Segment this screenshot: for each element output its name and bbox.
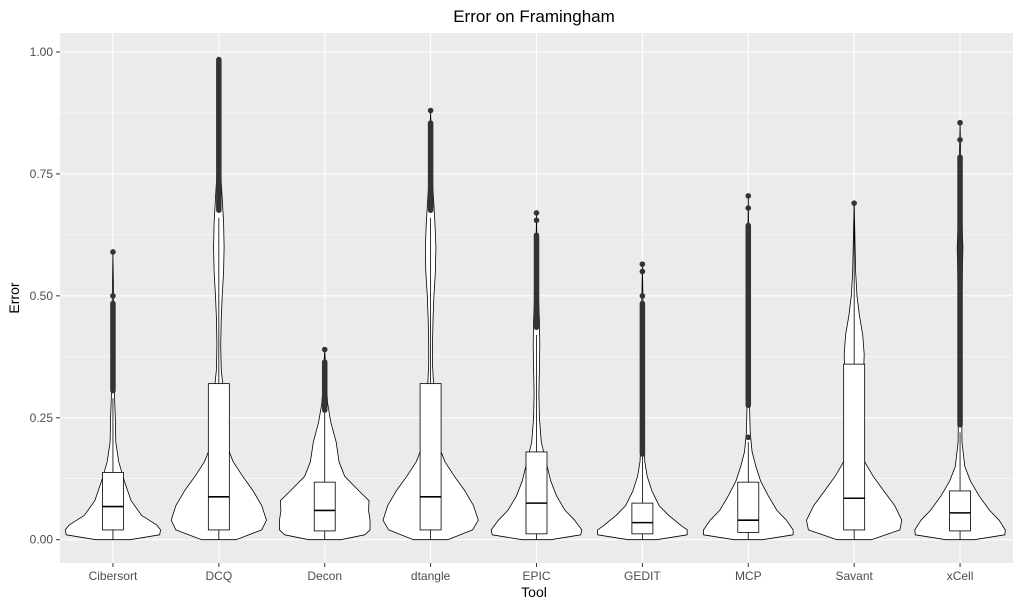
x-tick-label: GEDIT: [624, 569, 661, 583]
y-axis: 0.00 0.25 0.50 0.75 1.00: [30, 45, 60, 547]
chart-title: Error on Framingham: [453, 7, 615, 26]
outlier-point: [110, 249, 116, 255]
x-tick-label: MCP: [735, 569, 762, 583]
boxplots: [102, 203, 971, 540]
box-gedit: [631, 502, 654, 535]
violin-cibersort: [64, 251, 161, 541]
outlier-cluster: [639, 300, 646, 457]
outlier-point: [851, 200, 857, 206]
outlier-point: [639, 268, 646, 275]
x-tick-label: DCQ: [205, 569, 232, 583]
outlier-cluster: [957, 154, 963, 428]
y-tick-label: 0.25: [30, 411, 54, 425]
y-tick-label: 1.00: [30, 45, 54, 59]
outlier-cluster: [216, 56, 222, 213]
box-xcell: [949, 490, 971, 532]
outlier-point: [957, 119, 963, 126]
y-axis-title: Error: [6, 282, 22, 313]
box-cibersort: [102, 471, 124, 531]
outlier-point: [110, 293, 116, 299]
outlier-point: [639, 293, 646, 299]
outlier-point: [427, 107, 434, 114]
x-tick-label: xCell: [947, 569, 974, 583]
x-axis: Cibersort DCQ Decon dtangle EPIC GEDIT MCP Sava…: [89, 563, 974, 583]
outlier-cluster: [745, 222, 752, 409]
box-dcq: [207, 383, 230, 531]
box-mcp: [737, 481, 760, 533]
outlier-point: [639, 261, 646, 267]
x-axis-title: Tool: [521, 584, 547, 600]
y-tick-label: 0.75: [30, 167, 54, 181]
outlier-point: [745, 205, 752, 211]
outlier-cluster: [110, 300, 116, 394]
outlier-point: [745, 434, 752, 441]
outlier-point: [321, 346, 328, 353]
outlier-point: [957, 136, 963, 143]
box-epic: [525, 451, 548, 535]
outlier-cluster: [533, 232, 540, 330]
x-tick-label: dtangle: [411, 569, 451, 583]
x-tick-label: Decon: [307, 569, 342, 583]
outlier-point: [533, 210, 540, 216]
outlier-cluster: [427, 120, 434, 213]
outlier-point: [745, 193, 752, 199]
box-decon: [313, 481, 336, 532]
x-tick-label: EPIC: [522, 569, 550, 583]
x-tick-label: Cibersort: [89, 569, 138, 583]
y-tick-label: 0.00: [30, 533, 54, 547]
outlier-cluster: [321, 359, 328, 413]
outlier-points: [110, 56, 963, 457]
box-dtangle: [419, 383, 442, 531]
box-savant: [843, 363, 866, 531]
outlier-point: [533, 217, 540, 224]
x-tick-label: Savant: [835, 569, 873, 583]
y-tick-label: 0.50: [30, 289, 54, 303]
